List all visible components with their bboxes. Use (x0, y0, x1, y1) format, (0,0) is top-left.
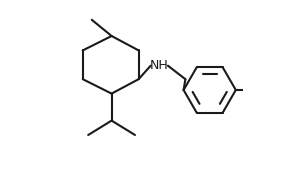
Text: NH: NH (150, 59, 169, 72)
